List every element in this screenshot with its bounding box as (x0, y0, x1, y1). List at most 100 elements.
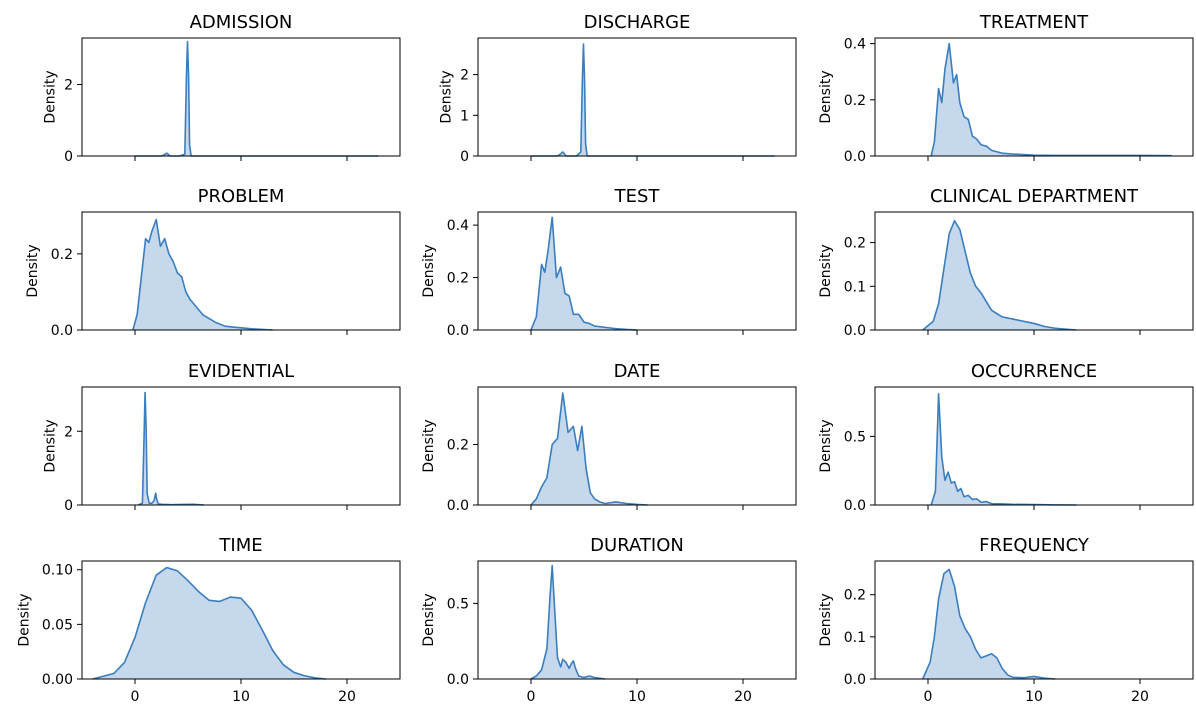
y-tick-label: 0.0 (447, 672, 469, 688)
density-fill (531, 217, 637, 330)
y-tick-label: 0.0 (447, 498, 469, 514)
subplot-duration: DURATION 0.0 0.5 Density 0 10 20 (421, 535, 797, 705)
y-axis-label: Density (421, 593, 437, 646)
density-line (530, 392, 648, 506)
density-line (531, 43, 775, 157)
axes-frame (477, 560, 797, 680)
y-tick-label: 0.0 (844, 323, 866, 339)
panel-title: EVIDENTIAL (188, 361, 294, 382)
y-axis-label: Density (818, 419, 834, 472)
subplot-problem: PROBLEM 0.0 0.2 Density (25, 186, 401, 339)
y-tick-label: 0.5 (844, 429, 866, 445)
y-tick-label: 0.2 (447, 437, 469, 453)
y-tick-label: 0.1 (844, 279, 866, 295)
y-tick-label: 0 (64, 149, 73, 165)
y-tick-label: 0.4 (844, 37, 866, 53)
density-line (922, 219, 1077, 331)
panel-title: DURATION (590, 535, 684, 556)
x-tick-label: 0 (527, 689, 536, 705)
axes-frame (81, 386, 401, 506)
y-tick-label: 0.05 (42, 617, 73, 633)
x-tick-label: 20 (1131, 689, 1149, 705)
y-tick-label: 0.2 (51, 247, 73, 263)
density-fill (531, 44, 775, 156)
y-axis-label: Density (818, 244, 834, 297)
density-fill (132, 219, 273, 330)
y-tick-label: 0 (460, 149, 469, 165)
density-fill (138, 392, 204, 505)
x-tick-label: 10 (628, 689, 646, 705)
y-tick-label: 0.0 (844, 672, 866, 688)
axes-frame (477, 386, 797, 506)
density-fill (922, 569, 1056, 679)
y-axis-label: Density (421, 244, 437, 297)
panel-title: TIME (218, 535, 262, 556)
density-fill (922, 220, 1077, 330)
y-tick-label: 2 (64, 424, 73, 440)
y-tick-label: 0 (64, 498, 73, 514)
subplot-date: DATE 0.0 0.2 Density (421, 361, 797, 514)
y-tick-label: 0.2 (844, 588, 866, 604)
y-axis-label: Density (42, 419, 58, 472)
density-fill (931, 393, 1077, 505)
density-line (132, 218, 273, 331)
axes-frame (874, 386, 1194, 506)
subplot-treatment: TREATMENT 0.0 0.2 0.4 Density (818, 12, 1194, 165)
panel-title: DISCHARGE (584, 12, 691, 33)
density-fill (531, 565, 606, 679)
subplot-occurrence: OCCURRENCE 0.0 0.5 Density (818, 361, 1194, 514)
y-tick-label: 0.10 (42, 563, 73, 579)
y-tick-label: 0.00 (42, 672, 73, 688)
y-axis-label: Density (438, 70, 454, 123)
density-line (930, 42, 1172, 157)
axes-frame (477, 37, 797, 157)
y-axis-label: Density (17, 593, 33, 646)
x-tick-label: 0 (131, 689, 140, 705)
y-tick-label: 1 (460, 108, 469, 124)
panel-title: ADMISSION (190, 12, 293, 33)
density-line (530, 564, 606, 680)
x-tick-label: 10 (1025, 689, 1043, 705)
x-tick-label: 0 (924, 689, 933, 705)
y-tick-label: 0.2 (447, 271, 469, 287)
axes-frame (874, 560, 1194, 680)
y-tick-label: 0.2 (844, 93, 866, 109)
y-tick-label: 0.5 (447, 596, 469, 612)
y-axis-label: Density (42, 70, 58, 123)
y-tick-label: 0.1 (844, 630, 866, 646)
density-line (92, 566, 326, 680)
panel-title: FREQUENCY (979, 535, 1090, 556)
density-fill (92, 567, 326, 679)
panel-title: PROBLEM (198, 186, 285, 207)
axes-frame (81, 37, 401, 157)
density-fill (135, 41, 379, 156)
panel-title: TREATMENT (979, 12, 1089, 33)
panel-title: TEST (614, 186, 661, 207)
density-fill (931, 43, 1172, 156)
y-axis-label: Density (25, 244, 41, 297)
panel-title: DATE (614, 361, 661, 382)
subplot-discharge: DISCHARGE 0 1 2 Density (438, 12, 797, 165)
y-tick-label: 2 (460, 68, 469, 84)
density-line (135, 40, 379, 157)
y-axis-label: Density (818, 593, 834, 646)
y-axis-label: Density (421, 419, 437, 472)
y-tick-label: 0.0 (51, 323, 73, 339)
axes-frame (477, 211, 797, 331)
density-line (137, 391, 204, 506)
axes-frame (874, 211, 1194, 331)
panel-title: CLINICAL DEPARTMENT (930, 186, 1139, 207)
x-tick-label: 20 (734, 689, 752, 705)
y-axis-label: Density (818, 70, 834, 123)
y-tick-label: 0.0 (447, 323, 469, 339)
x-tick-label: 10 (232, 689, 250, 705)
subplot-admission: ADMISSION 0 2 Density (42, 12, 401, 165)
panel-title: OCCURRENCE (971, 361, 1097, 382)
x-tick-label: 20 (338, 689, 356, 705)
density-line (930, 393, 1077, 506)
y-tick-label: 0.0 (844, 498, 866, 514)
subplot-time: TIME 0.00 0.05 0.10 Density 0 10 20 (17, 535, 401, 705)
y-tick-label: 0.4 (447, 218, 469, 234)
